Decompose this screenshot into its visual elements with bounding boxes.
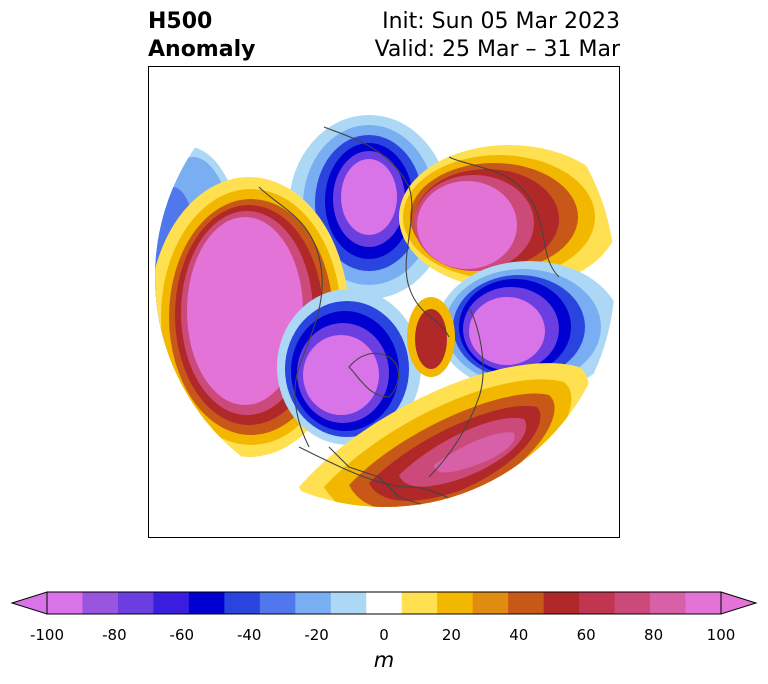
colorbar-swatch bbox=[650, 592, 687, 614]
colorbar-swatch bbox=[366, 592, 403, 614]
valid-range: Valid: 25 Mar – 31 Mar bbox=[374, 37, 620, 62]
colorbar-swatch bbox=[295, 592, 332, 614]
colorbar-tick-label: 20 bbox=[441, 626, 461, 644]
map-title-right: Init: Sun 05 Mar 2023 Valid: 25 Mar – 31… bbox=[375, 8, 620, 64]
anomaly-europe-high bbox=[399, 145, 615, 289]
colorbar-tick-label: -60 bbox=[169, 626, 195, 644]
colorbar-unit-label: m bbox=[373, 648, 395, 672]
colorbar-swatch bbox=[472, 592, 509, 614]
anomaly-map bbox=[155, 115, 615, 507]
colorbar-tick-label: 40 bbox=[509, 626, 529, 644]
colorbar-tick-label: 80 bbox=[644, 626, 664, 644]
colorbar-swatch bbox=[224, 592, 261, 614]
colorbar-tick-label: 60 bbox=[576, 626, 596, 644]
colorbar-swatch bbox=[153, 592, 190, 614]
map-title-left: H500 Anomaly bbox=[148, 8, 255, 64]
colorbar bbox=[10, 591, 758, 615]
anomaly-us-high bbox=[299, 363, 589, 507]
colorbar-tick-label: -40 bbox=[236, 626, 262, 644]
colorbar-extend-min bbox=[10, 591, 48, 615]
colorbar-tick-label: 100 bbox=[706, 626, 736, 644]
colorbar-outline bbox=[46, 591, 722, 615]
colorbar-swatch bbox=[579, 592, 616, 614]
title-subfield: Anomaly bbox=[148, 37, 256, 62]
colorbar-swatch bbox=[543, 592, 580, 614]
colorbar-swatch bbox=[508, 592, 545, 614]
colorbar-swatch bbox=[614, 592, 651, 614]
colorbar-swatch bbox=[117, 592, 154, 614]
colorbar-swatch bbox=[437, 592, 474, 614]
colorbar-swatch bbox=[330, 592, 367, 614]
colorbar-swatch bbox=[259, 592, 296, 614]
init-time: Init: Sun 05 Mar 2023 bbox=[382, 9, 620, 34]
map-panel bbox=[148, 66, 620, 538]
colorbar-swatch bbox=[401, 592, 438, 614]
colorbar-swatch bbox=[47, 592, 83, 614]
colorbar-tick-label: 0 bbox=[379, 626, 389, 644]
coastlines bbox=[258, 126, 560, 507]
colorbar-tick-label: -80 bbox=[102, 626, 127, 644]
title-field: H500 bbox=[148, 9, 213, 34]
colorbar-tick-label: -100 bbox=[29, 626, 65, 644]
colorbar-swatch bbox=[82, 592, 119, 614]
colorbar-tick-label: -20 bbox=[304, 626, 329, 644]
colorbar-swatch bbox=[685, 592, 722, 614]
colorbar-extend-max bbox=[720, 591, 758, 615]
colorbar-swatch bbox=[188, 592, 225, 614]
anomaly-greenland-ridge bbox=[407, 297, 455, 377]
